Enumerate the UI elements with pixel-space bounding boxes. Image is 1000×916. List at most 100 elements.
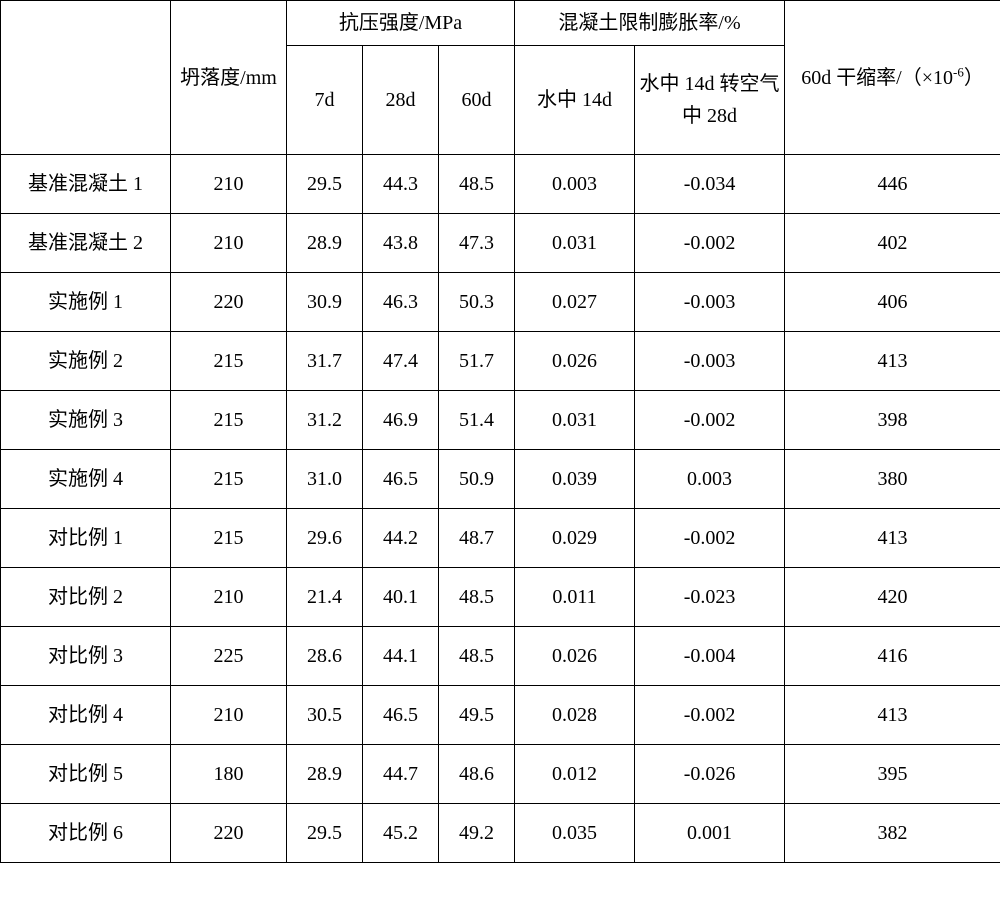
- cell-28d: 47.4: [363, 332, 439, 391]
- col-header-28d: 28d: [363, 46, 439, 155]
- cell-7d: 30.9: [287, 273, 363, 332]
- cell-shrink: 446: [785, 155, 1000, 214]
- col-header-60d: 60d: [439, 46, 515, 155]
- cell-shrink: 395: [785, 745, 1000, 804]
- cell-7d: 28.9: [287, 745, 363, 804]
- cell-w14: 0.026: [515, 627, 635, 686]
- cell-60d: 48.7: [439, 509, 515, 568]
- cell-7d: 28.6: [287, 627, 363, 686]
- row-label: 实施例 3: [1, 391, 171, 450]
- cell-60d: 50.3: [439, 273, 515, 332]
- table-row: 对比例 221021.440.148.50.011-0.023420: [1, 568, 1000, 627]
- row-label: 实施例 4: [1, 450, 171, 509]
- cell-shrink: 420: [785, 568, 1000, 627]
- table-row: 实施例 122030.946.350.30.027-0.003406: [1, 273, 1000, 332]
- cell-slump: 215: [171, 450, 287, 509]
- cell-28d: 44.7: [363, 745, 439, 804]
- cell-w28: -0.002: [635, 509, 785, 568]
- cell-w14: 0.035: [515, 804, 635, 863]
- cell-7d: 31.2: [287, 391, 363, 450]
- table-row: 基准混凝土 221028.943.847.30.031-0.002402: [1, 214, 1000, 273]
- cell-w28: -0.002: [635, 391, 785, 450]
- cell-60d: 47.3: [439, 214, 515, 273]
- cell-shrink: 380: [785, 450, 1000, 509]
- table-row: 对比例 322528.644.148.50.026-0.004416: [1, 627, 1000, 686]
- cell-w14: 0.026: [515, 332, 635, 391]
- cell-slump: 210: [171, 214, 287, 273]
- cell-28d: 46.3: [363, 273, 439, 332]
- shrink-prefix: 60d 干缩率/（×10: [801, 67, 953, 89]
- cell-60d: 49.2: [439, 804, 515, 863]
- row-label: 对比例 6: [1, 804, 171, 863]
- row-label: 实施例 2: [1, 332, 171, 391]
- cell-w28: -0.023: [635, 568, 785, 627]
- cell-w14: 0.028: [515, 686, 635, 745]
- cell-slump: 215: [171, 509, 287, 568]
- cell-w14: 0.027: [515, 273, 635, 332]
- col-header-shrink: 60d 干缩率/（×10-6）: [785, 1, 1000, 155]
- cell-w14: 0.031: [515, 214, 635, 273]
- cell-60d: 50.9: [439, 450, 515, 509]
- cell-7d: 29.5: [287, 804, 363, 863]
- cell-shrink: 406: [785, 273, 1000, 332]
- row-label: 对比例 1: [1, 509, 171, 568]
- data-table-container: 坍落度/mm 抗压强度/MPa 混凝土限制膨胀率/% 60d 干缩率/（×10-…: [0, 0, 1000, 863]
- row-label: 对比例 4: [1, 686, 171, 745]
- cell-slump: 220: [171, 273, 287, 332]
- col-header-7d: 7d: [287, 46, 363, 155]
- cell-slump: 220: [171, 804, 287, 863]
- table-row: 实施例 321531.246.951.40.031-0.002398: [1, 391, 1000, 450]
- table-row: 实施例 421531.046.550.90.0390.003380: [1, 450, 1000, 509]
- table-row: 基准混凝土 121029.544.348.50.003-0.034446: [1, 155, 1000, 214]
- shrink-exp: -6: [953, 64, 964, 79]
- cell-7d: 21.4: [287, 568, 363, 627]
- cell-slump: 225: [171, 627, 287, 686]
- cell-60d: 51.4: [439, 391, 515, 450]
- cell-7d: 29.6: [287, 509, 363, 568]
- row-label: 对比例 3: [1, 627, 171, 686]
- cell-28d: 46.9: [363, 391, 439, 450]
- cell-w28: -0.003: [635, 332, 785, 391]
- cell-w14: 0.031: [515, 391, 635, 450]
- col-header-strength-group: 抗压强度/MPa: [287, 1, 515, 46]
- cell-7d: 31.0: [287, 450, 363, 509]
- cell-60d: 48.5: [439, 568, 515, 627]
- cell-shrink: 413: [785, 332, 1000, 391]
- cell-28d: 45.2: [363, 804, 439, 863]
- table-row: 对比例 121529.644.248.70.029-0.002413: [1, 509, 1000, 568]
- cell-28d: 44.1: [363, 627, 439, 686]
- cell-w28: 0.001: [635, 804, 785, 863]
- row-label: 实施例 1: [1, 273, 171, 332]
- cell-60d: 48.5: [439, 627, 515, 686]
- table-row: 对比例 622029.545.249.20.0350.001382: [1, 804, 1000, 863]
- table-body: 基准混凝土 121029.544.348.50.003-0.034446基准混凝…: [1, 155, 1000, 863]
- cell-slump: 210: [171, 155, 287, 214]
- cell-28d: 46.5: [363, 450, 439, 509]
- cell-28d: 44.3: [363, 155, 439, 214]
- table-row: 实施例 221531.747.451.70.026-0.003413: [1, 332, 1000, 391]
- cell-w14: 0.011: [515, 568, 635, 627]
- col-header-w28: 水中 14d 转空气中 28d: [635, 46, 785, 155]
- cell-shrink: 398: [785, 391, 1000, 450]
- col-header-expansion-group: 混凝土限制膨胀率/%: [515, 1, 785, 46]
- col-header-slump: 坍落度/mm: [171, 1, 287, 155]
- cell-7d: 31.7: [287, 332, 363, 391]
- cell-shrink: 413: [785, 509, 1000, 568]
- row-label: 对比例 2: [1, 568, 171, 627]
- cell-28d: 46.5: [363, 686, 439, 745]
- cell-w28: 0.003: [635, 450, 785, 509]
- col-header-blank: [1, 1, 171, 155]
- cell-w14: 0.012: [515, 745, 635, 804]
- cell-28d: 44.2: [363, 509, 439, 568]
- cell-shrink: 402: [785, 214, 1000, 273]
- cell-w28: -0.026: [635, 745, 785, 804]
- cell-w28: -0.004: [635, 627, 785, 686]
- cell-slump: 210: [171, 686, 287, 745]
- col-header-w14: 水中 14d: [515, 46, 635, 155]
- cell-shrink: 413: [785, 686, 1000, 745]
- data-table: 坍落度/mm 抗压强度/MPa 混凝土限制膨胀率/% 60d 干缩率/（×10-…: [0, 0, 1000, 863]
- table-row: 对比例 518028.944.748.60.012-0.026395: [1, 745, 1000, 804]
- cell-w28: -0.002: [635, 686, 785, 745]
- cell-w14: 0.039: [515, 450, 635, 509]
- cell-slump: 210: [171, 568, 287, 627]
